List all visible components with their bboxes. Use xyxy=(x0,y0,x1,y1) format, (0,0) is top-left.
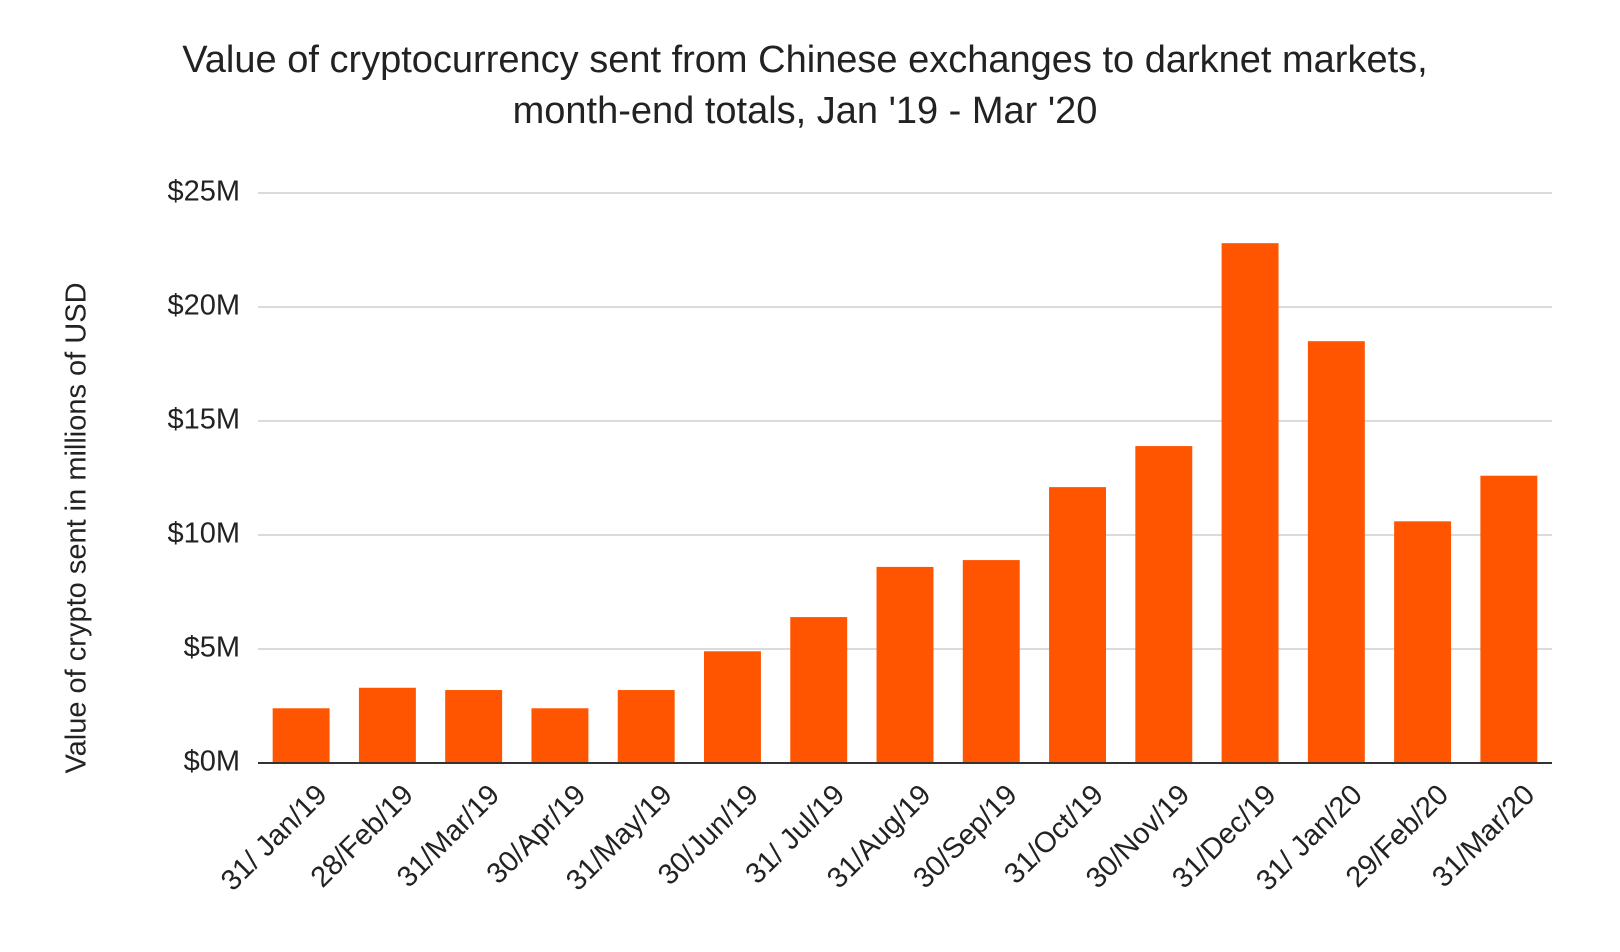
y-tick-label: $10M xyxy=(167,518,240,550)
bar xyxy=(962,560,1020,763)
bar xyxy=(790,617,848,763)
chart-title: month-end totals, Jan '19 - Mar '20 xyxy=(513,90,1098,132)
y-tick-label: $15M xyxy=(167,404,240,436)
y-axis-label: Value of crypto sent in millions of USD xyxy=(61,282,93,773)
bar xyxy=(617,690,675,763)
y-tick-label: $20M xyxy=(167,290,240,322)
bar xyxy=(1049,487,1107,763)
bar xyxy=(1480,475,1538,763)
bar xyxy=(1221,243,1279,763)
y-tick-label: $25M xyxy=(167,176,240,208)
bar xyxy=(445,690,503,763)
y-tick-label: $0M xyxy=(184,746,240,778)
bar xyxy=(531,708,589,763)
bar xyxy=(1307,341,1365,763)
bar xyxy=(272,708,330,763)
chart-title: Value of cryptocurrency sent from Chines… xyxy=(182,39,1427,81)
y-tick-label: $5M xyxy=(184,632,240,664)
bar xyxy=(358,687,416,763)
bar xyxy=(876,566,934,763)
bar xyxy=(1394,521,1452,763)
bar xyxy=(1135,446,1193,763)
bar xyxy=(703,651,761,763)
